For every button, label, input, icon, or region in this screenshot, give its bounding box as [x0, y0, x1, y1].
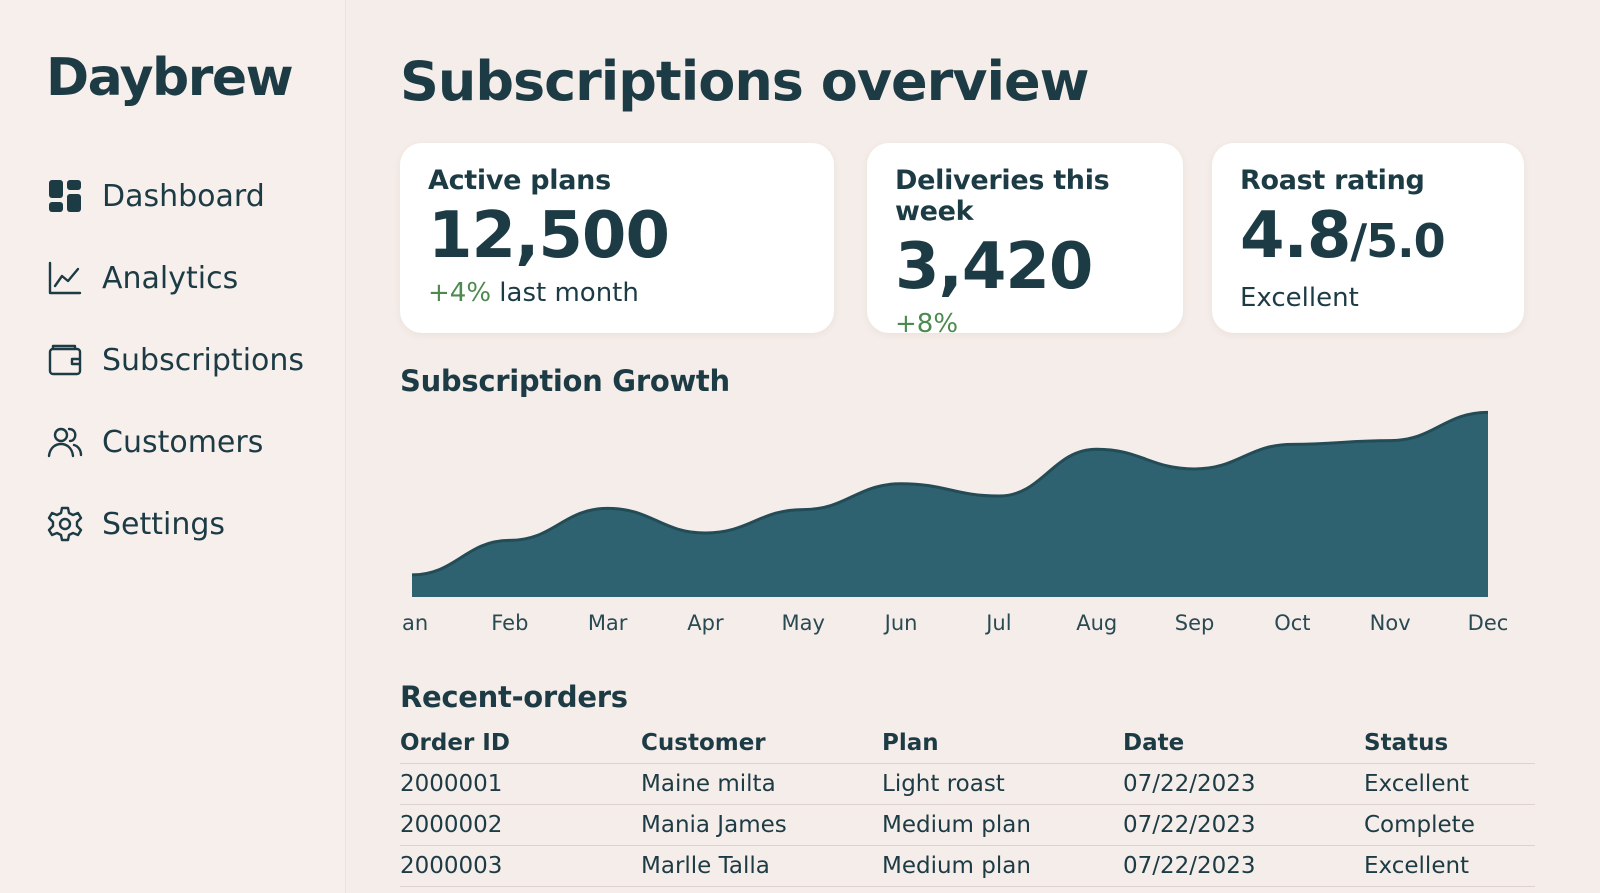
dashboard-icon: [46, 177, 84, 215]
column-header[interactable]: Date: [1123, 729, 1185, 756]
plan-cell: Light roast: [882, 771, 1005, 797]
card-value: 12,500: [428, 199, 670, 273]
growth-area: [412, 412, 1488, 597]
x-tick-label: Apr: [687, 611, 724, 635]
date-cell: 07/22/2023: [1123, 771, 1256, 797]
subscriptions-icon: [46, 341, 84, 379]
table-header: Order ID Customer Plan Date Status: [400, 722, 1535, 764]
deliveries-card: Deliveries this week 3,420 +8%: [867, 143, 1183, 339]
x-tick-label: Aug: [1076, 611, 1117, 635]
sidebar-item-customers[interactable]: Customers: [46, 418, 304, 466]
brand-logo[interactable]: Daybrew: [46, 48, 294, 108]
card-delta: +4%: [428, 278, 492, 308]
analytics-icon: [46, 259, 84, 297]
x-tick-label: Jul: [984, 611, 1011, 635]
sidebar: Daybrew Dashboard Analytics Subscription…: [0, 0, 346, 893]
sidebar-item-subscriptions[interactable]: Subscriptions: [46, 336, 304, 384]
plan-cell: Medium plan: [882, 853, 1031, 879]
x-tick-label: Feb: [491, 611, 528, 635]
x-tick-label: Nov: [1370, 611, 1411, 635]
x-tick-label: Sep: [1175, 611, 1215, 635]
table-row[interactable]: 2000001 Maine milta Light roast 07/22/20…: [400, 764, 1535, 805]
status-cell: Complete: [1364, 812, 1475, 838]
orders-title: Recent-orders: [400, 680, 628, 714]
card-value: 4.8/5.0: [1240, 200, 1496, 277]
card-value: 3,420: [895, 230, 1093, 304]
table-row[interactable]: 2000003 Marlle Talla Medium plan 07/22/2…: [400, 846, 1535, 887]
sidebar-item-dashboard[interactable]: Dashboard: [46, 172, 304, 220]
sidebar-item-settings[interactable]: Settings: [46, 500, 304, 548]
x-tick-label: May: [782, 611, 825, 635]
orders-table: Order ID Customer Plan Date Status 20000…: [400, 722, 1535, 887]
chart-title: Subscription Growth: [400, 364, 730, 398]
card-note: Excellent: [1240, 283, 1359, 313]
status-cell: Excellent: [1364, 853, 1470, 879]
card-note: last month: [491, 278, 639, 308]
customers-icon: [46, 423, 84, 461]
column-header[interactable]: Order ID: [400, 729, 510, 756]
card-label: Roast rating: [1240, 165, 1425, 196]
x-tick-label: Jan: [400, 611, 428, 635]
sidebar-item-label: Analytics: [102, 260, 239, 296]
sidebar-item-label: Subscriptions: [102, 342, 305, 378]
sidebar-item-label: Customers: [102, 424, 264, 460]
customer-cell: Marlle Talla: [641, 853, 770, 879]
x-tick-label: Jun: [883, 611, 918, 635]
column-header[interactable]: Status: [1364, 729, 1449, 756]
settings-icon: [46, 505, 84, 543]
sidebar-item-label: Settings: [102, 506, 226, 542]
subscription-growth-chart: Jan Feb Mar Apr May Jun Jul Aug Sep Oct Nov Dec: [400, 410, 1509, 635]
card-label: Active plans: [428, 165, 611, 196]
plan-cell: Medium plan: [882, 812, 1031, 838]
sidebar-item-label: Dashboard: [102, 178, 265, 214]
card-label: Deliveries this week: [895, 165, 1110, 227]
roast-rating-card: Roast rating 4.8/5.0 Excellent: [1212, 143, 1524, 333]
x-tick-label: Dec: [1468, 611, 1509, 635]
rating-suffix: /5.0: [1350, 214, 1445, 268]
growth-line: [411, 410, 1489, 577]
card-sub: +8%: [895, 309, 1155, 339]
main-content: Subscriptions overview Active plans 12,5…: [400, 0, 1540, 893]
column-header[interactable]: Customer: [641, 729, 766, 756]
order-id-cell: 2000003: [400, 853, 503, 879]
customer-cell: Maine milta: [641, 771, 776, 797]
x-tick-label: Mar: [588, 611, 628, 635]
page-title: Subscriptions overview: [400, 50, 1090, 113]
table-row[interactable]: 2000002 Mania James Medium plan 07/22/20…: [400, 805, 1535, 846]
active-plans-card: Active plans 12,500 +4% last month: [400, 143, 834, 333]
date-cell: 07/22/2023: [1123, 812, 1256, 838]
x-tick-label: Oct: [1274, 611, 1310, 635]
card-delta: +8%: [895, 309, 959, 339]
order-id-cell: 2000001: [400, 771, 503, 797]
customer-cell: Mania James: [641, 812, 787, 838]
status-cell: Excellent: [1364, 771, 1470, 797]
order-id-cell: 2000002: [400, 812, 503, 838]
sidebar-item-analytics[interactable]: Analytics: [46, 254, 304, 302]
date-cell: 07/22/2023: [1123, 853, 1256, 879]
rating-value: 4.8: [1240, 199, 1351, 273]
card-sub: +4% last month: [428, 278, 806, 308]
column-header[interactable]: Plan: [882, 729, 939, 756]
sidebar-nav: Dashboard Analytics Subscriptions Custom…: [46, 172, 304, 582]
